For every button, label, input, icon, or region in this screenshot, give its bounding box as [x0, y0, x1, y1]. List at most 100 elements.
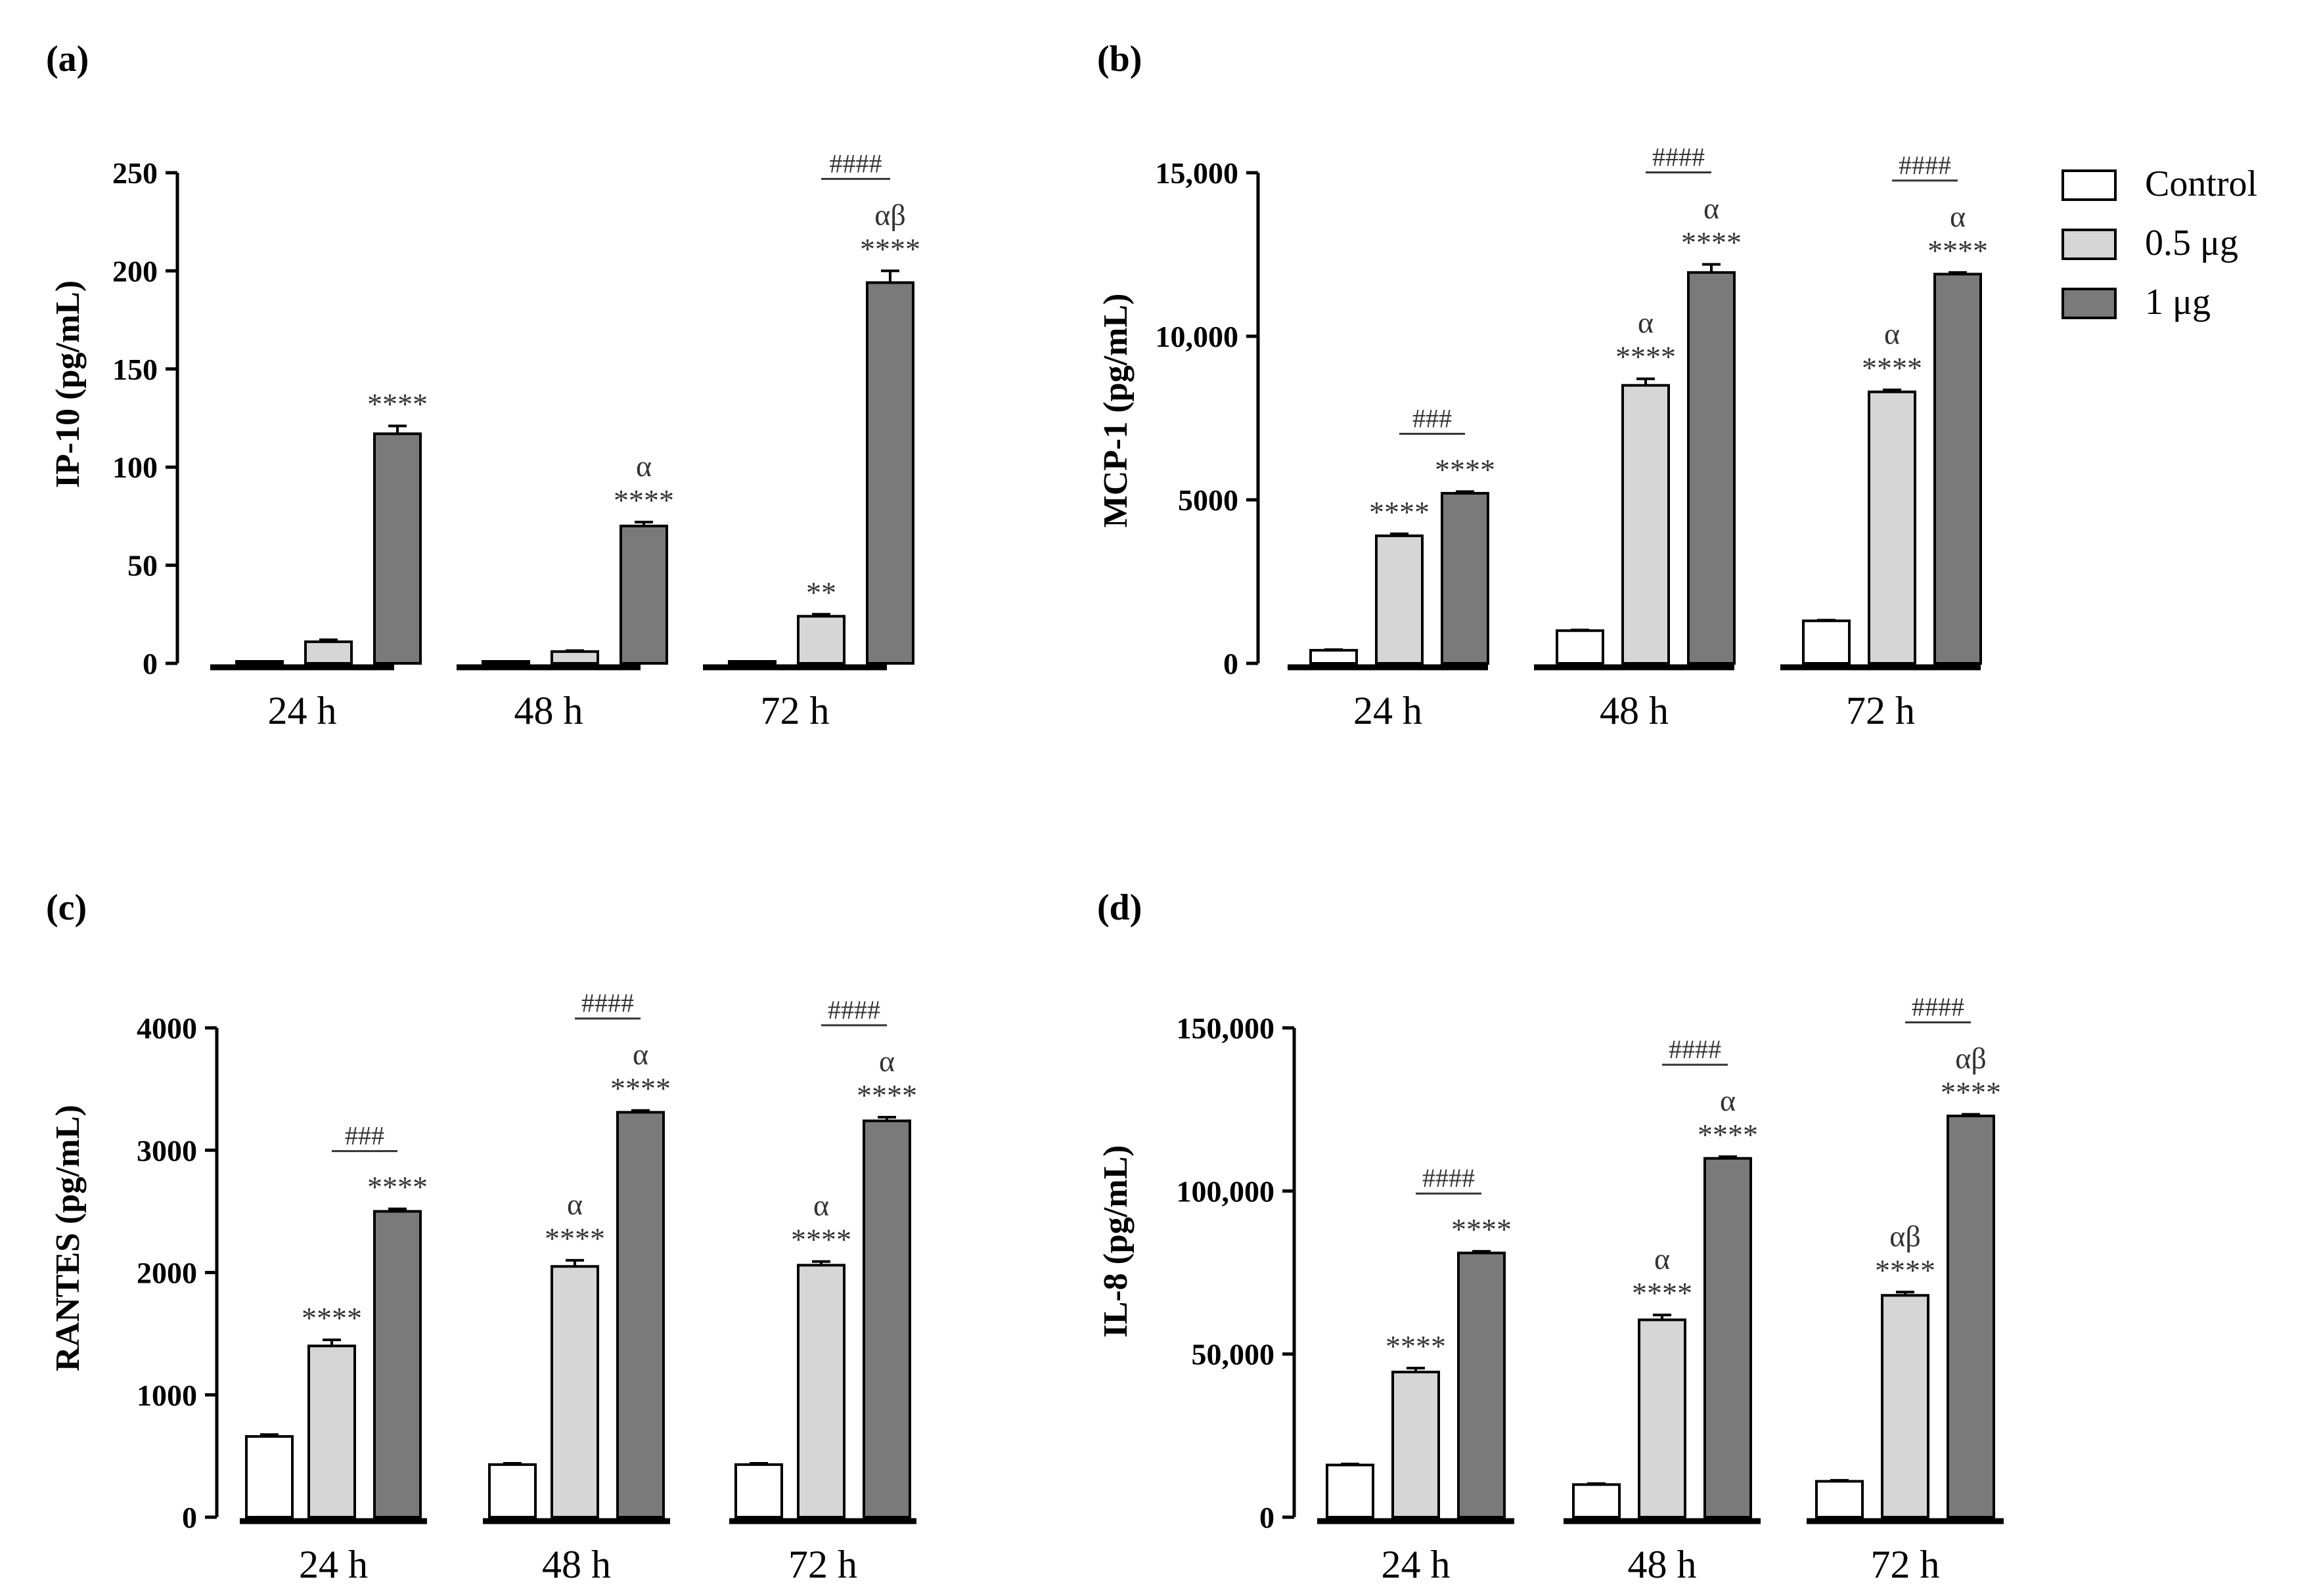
panel-label: (d) — [1097, 887, 1142, 928]
bar — [797, 1264, 845, 1518]
legend-swatch-high-dose — [2061, 288, 2117, 319]
significance-label: **** — [1386, 1329, 1446, 1363]
bar — [1556, 629, 1604, 665]
bar — [616, 1111, 665, 1518]
significance-label: αβ — [1889, 1219, 1921, 1252]
category-label: 24 h — [1382, 1543, 1451, 1586]
significance-label: **** — [1941, 1076, 2001, 1109]
y-tick-label: 150 — [112, 353, 158, 386]
legend-item-low-dose: 0.5 μg — [2061, 223, 2238, 263]
bar — [866, 281, 914, 665]
comparison-label: #### — [1422, 1163, 1475, 1193]
significance-label: **** — [367, 387, 428, 420]
significance-label: **** — [545, 1222, 605, 1255]
y-tick-label: 3000 — [137, 1134, 197, 1167]
y-tick-label: 2000 — [137, 1256, 197, 1290]
category-label: 48 h — [1628, 1543, 1697, 1586]
significance-label: α — [567, 1187, 583, 1221]
legend-item-high-dose: 1 μg — [2061, 282, 2211, 322]
category-label: 24 h — [1353, 689, 1422, 732]
y-tick-label: 4000 — [137, 1011, 197, 1045]
bar — [734, 1463, 783, 1519]
significance-label: **** — [1862, 351, 1922, 385]
legend-label-control: Control — [2145, 164, 2257, 204]
y-tick-label: 250 — [112, 156, 158, 190]
y-axis-label: IP-10 (pg/mL) — [49, 280, 87, 488]
significance-label: **** — [1681, 225, 1742, 259]
bar — [1802, 619, 1851, 665]
significance-label: αβ — [1955, 1042, 1987, 1075]
y-tick-label: 15,000 — [1156, 156, 1239, 190]
panel-label: (a) — [46, 39, 89, 79]
significance-label: **** — [1875, 1253, 1935, 1287]
category-label: 72 h — [1846, 689, 1915, 732]
comparison-label: ### — [1412, 404, 1452, 433]
significance-label: α — [1638, 306, 1654, 340]
significance-label: α — [879, 1044, 895, 1078]
y-tick-label: 0 — [182, 1501, 197, 1534]
significance-label: **** — [1451, 1212, 1512, 1246]
bar — [488, 1463, 537, 1519]
bar — [307, 1344, 356, 1518]
bar — [1933, 273, 1982, 665]
y-tick-label: 100,000 — [1177, 1174, 1275, 1208]
bar — [1391, 1370, 1440, 1519]
y-axis-label: MCP-1 (pg/mL) — [1097, 294, 1135, 528]
category-label: 48 h — [514, 689, 583, 732]
y-tick-label: 10,000 — [1156, 320, 1239, 353]
bar — [728, 660, 777, 665]
significance-label: **** — [1698, 1118, 1758, 1151]
significance-label: **** — [1615, 340, 1676, 374]
bar — [551, 1265, 599, 1518]
significance-label: **** — [791, 1223, 851, 1256]
y-axis-label: IL-8 (pg/mL) — [1097, 1145, 1135, 1337]
legend-item-control: Control — [2061, 164, 2257, 204]
bar — [482, 660, 530, 665]
bar — [1687, 271, 1736, 665]
bar — [235, 660, 284, 665]
comparison-label: #### — [1912, 992, 1964, 1022]
bar — [373, 1210, 422, 1518]
y-tick-label: 100 — [112, 451, 158, 484]
significance-label: **** — [857, 1078, 917, 1112]
comparison-label: #### — [1899, 150, 1951, 180]
y-tick-label: 150,000 — [1177, 1011, 1275, 1045]
y-tick-label: 0 — [1259, 1501, 1274, 1534]
bar — [1326, 1463, 1374, 1519]
bar — [1457, 1251, 1506, 1518]
panel-b-mcp1: (b) MCP-1 (pg/mL) 0 5000 10,000 15,000 24 h *… — [1097, 39, 1988, 732]
category-label: 72 h — [761, 689, 830, 732]
bar — [1703, 1157, 1752, 1518]
y-tick-label: 50 — [127, 549, 158, 583]
significance-label: **** — [1927, 234, 1988, 267]
legend: Control 0.5 μg 1 μg — [2061, 164, 2257, 322]
significance-label: **** — [1369, 495, 1430, 529]
significance-label: ** — [806, 575, 836, 609]
y-tick-label: 0 — [143, 647, 158, 680]
significance-label: α — [1703, 191, 1719, 225]
bar — [551, 650, 599, 665]
comparison-label: #### — [1669, 1034, 1721, 1064]
significance-label: **** — [1632, 1276, 1692, 1310]
category-label: 48 h — [1600, 689, 1669, 732]
bar — [1881, 1294, 1929, 1519]
significance-label: **** — [367, 1170, 428, 1204]
y-tick-label: 0 — [1223, 647, 1238, 680]
category-label: 72 h — [1871, 1543, 1940, 1586]
bar — [1868, 390, 1916, 665]
significance-label: **** — [614, 483, 674, 517]
panel-label: (c) — [46, 887, 87, 928]
panel-d-il8: (d) IL-8 (pg/mL) 0 50,000 100,000 150,000 24… — [1097, 887, 2004, 1586]
significance-label: α — [1720, 1084, 1736, 1117]
comparison-label: #### — [828, 995, 880, 1025]
significance-label: αβ — [874, 198, 906, 231]
legend-label-high-dose: 1 μg — [2145, 282, 2211, 322]
y-tick-label: 1000 — [137, 1379, 197, 1412]
significance-label: **** — [860, 232, 920, 265]
bar — [1947, 1115, 1995, 1518]
significance-label: **** — [1435, 453, 1495, 487]
panel-label: (b) — [1097, 39, 1142, 79]
category-label: 48 h — [542, 1543, 611, 1586]
significance-label: α — [636, 449, 652, 483]
